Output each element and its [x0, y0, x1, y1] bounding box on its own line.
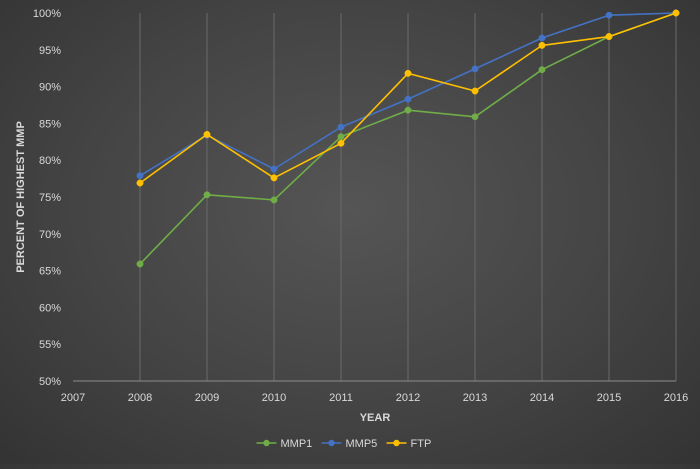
y-axis-title: PERCENT OF HIGHEST MMP: [15, 121, 27, 273]
data-point-mmp5: [136, 172, 144, 180]
data-point-ftp: [672, 9, 680, 17]
x-tick-label: 2010: [262, 392, 286, 404]
x-tick-label: 2012: [396, 392, 420, 404]
y-tick-label: 70%: [39, 229, 61, 241]
y-tick-label: 75%: [39, 192, 61, 204]
data-point-mmp1: [203, 191, 211, 199]
legend-label-ftp: FTP: [411, 438, 432, 450]
data-point-mmp5: [270, 165, 278, 173]
data-point-mmp1: [404, 106, 412, 114]
legend-marker-mmp1: [263, 439, 270, 447]
x-tick-label: 2008: [128, 392, 152, 404]
y-tick-label: 65%: [39, 266, 61, 278]
legend-marker-mmp5: [328, 439, 335, 447]
data-point-ftp: [538, 41, 546, 49]
x-tick-label: 2007: [61, 392, 85, 404]
data-point-mmp1: [270, 196, 278, 204]
x-tick-label: 2011: [329, 392, 353, 404]
x-tick-label: 2013: [463, 392, 487, 404]
data-point-mmp5: [605, 11, 613, 19]
data-point-mmp5: [404, 95, 412, 103]
legend-marker-ftp: [393, 439, 400, 447]
x-tick-label: 2015: [597, 392, 621, 404]
y-tick-label: 80%: [39, 155, 61, 167]
y-tick-label: 55%: [39, 339, 61, 351]
data-point-mmp5: [337, 123, 345, 131]
data-point-ftp: [136, 179, 144, 187]
legend-label-mmp5: MMP5: [346, 438, 378, 450]
series-lines: [136, 9, 680, 268]
axes: 2007 2008 2009 2010 2011 2012 2013 2014 2015 2016…: [33, 8, 688, 404]
y-tick-label: 85%: [39, 118, 61, 130]
y-tick-label: 60%: [39, 302, 61, 314]
data-point-mmp5: [471, 65, 479, 73]
data-point-ftp: [605, 33, 613, 41]
y-tick-label: 90%: [39, 82, 61, 94]
y-tick-label: 50%: [39, 376, 61, 388]
data-point-mmp1: [471, 113, 479, 121]
x-axis-title: YEAR: [360, 412, 391, 424]
y-tick-label: 100%: [33, 8, 61, 20]
x-tick-label: 2009: [195, 392, 219, 404]
data-point-ftp: [270, 174, 278, 182]
legend-label-mmp1: MMP1: [281, 438, 313, 450]
data-point-mmp1: [538, 66, 546, 74]
y-tick-label: 95%: [39, 45, 61, 57]
data-point-ftp: [337, 139, 345, 147]
data-point-mmp1: [337, 133, 345, 141]
legend: MMP1 MMP5 FTP: [256, 438, 432, 450]
gridlines: [139, 13, 677, 381]
data-point-mmp5: [538, 34, 546, 42]
data-point-ftp: [471, 87, 479, 95]
x-tick-label: 2016: [664, 392, 688, 404]
data-point-ftp: [203, 130, 211, 138]
data-point-mmp1: [136, 260, 144, 268]
x-tick-label: 2014: [530, 392, 554, 404]
data-point-ftp: [404, 69, 412, 77]
